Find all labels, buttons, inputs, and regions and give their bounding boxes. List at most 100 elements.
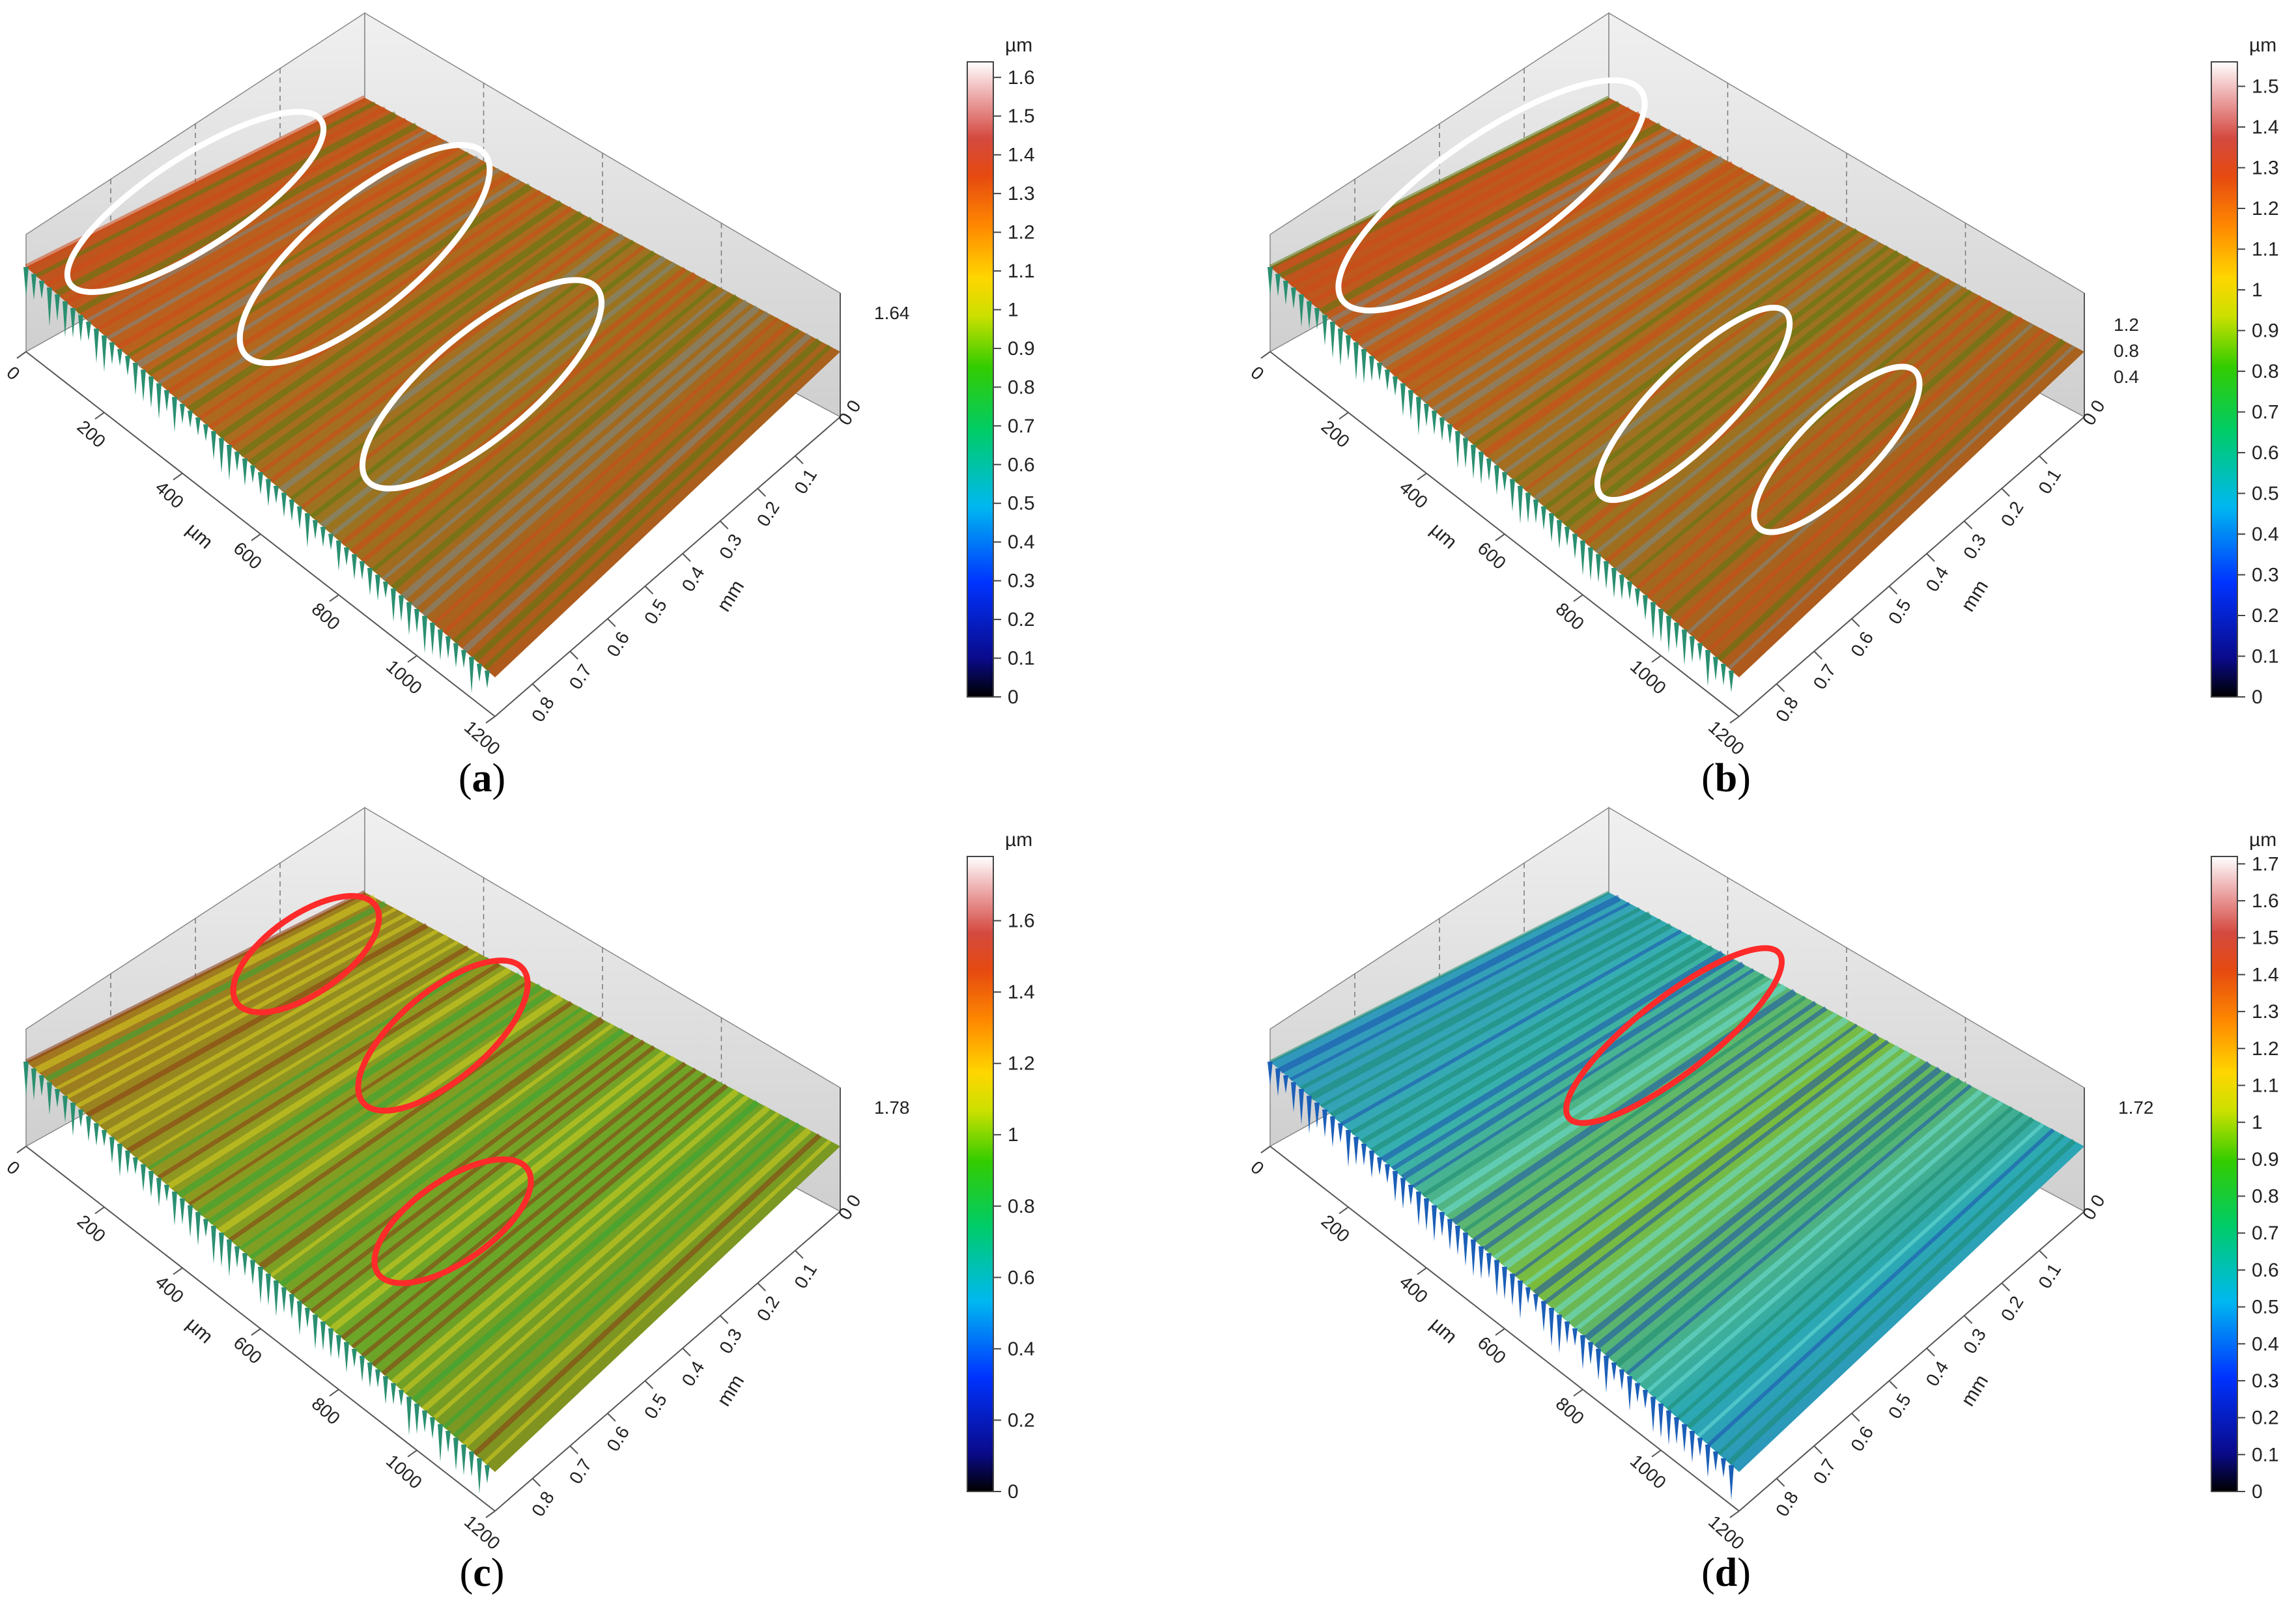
panels-root: 020040060080010001200µm0.80.70.60.50.40.…	[3, 12, 2279, 1595]
surface-front-skirt	[23, 267, 490, 694]
colorbar-tick-label: 1.3	[1008, 183, 1035, 205]
skirt-spike	[258, 472, 263, 495]
ridge-streak	[229, 206, 573, 447]
panel-caption: (a)	[459, 756, 505, 800]
x-tick-label: 600	[230, 1333, 266, 1368]
colorbar-tick-label: 0.4	[2252, 1333, 2279, 1355]
skirt-spike	[391, 588, 396, 622]
x-tick-label: 1000	[1626, 656, 1670, 698]
y-tick	[1888, 586, 1898, 595]
skirt-spike	[156, 1178, 162, 1207]
ridge-streak	[1503, 223, 1848, 474]
y-tick-label: 0.1	[790, 465, 821, 497]
skirt-spike	[1666, 615, 1671, 653]
skirt-spike	[320, 1322, 326, 1351]
ridge-streak	[361, 1073, 707, 1358]
skirt-spike	[1697, 643, 1703, 662]
x-tick-label: 400	[152, 1271, 188, 1307]
skirt-spike	[102, 335, 107, 373]
ridge-streak	[1350, 934, 1693, 1135]
ridge-streak	[1676, 317, 2024, 626]
ridge-streak	[177, 972, 522, 1198]
skirt-spike	[1541, 1301, 1546, 1332]
skirt-spike	[406, 602, 412, 636]
annotation-ellipse	[1335, 77, 1648, 314]
ridge-streak	[1299, 111, 1642, 297]
ridge-streak	[137, 952, 479, 1161]
skirt-spike	[1549, 513, 1554, 543]
skirt-spike	[383, 1376, 388, 1405]
ridge-streak	[300, 245, 645, 509]
y-tick	[1963, 520, 1973, 530]
ridge-streak	[290, 239, 635, 501]
z-tick-label: 1.2	[2114, 315, 2139, 335]
skirt-spike	[1525, 1287, 1531, 1304]
ridge-streak	[381, 1083, 728, 1376]
colorbar-tick-label: 1.2	[1008, 1053, 1035, 1075]
y-tick	[1851, 618, 1860, 627]
skirt-spike	[1658, 609, 1664, 643]
skirt-spike	[203, 1219, 208, 1237]
ridge-streak	[1390, 161, 1735, 378]
skirt-spike	[242, 1253, 248, 1277]
skirt-spike	[195, 417, 201, 436]
y-tick-label: 0.2	[1997, 498, 2028, 530]
ridge-streak	[452, 1122, 801, 1439]
skirt-spike	[352, 1349, 357, 1368]
ridge-streak	[55, 907, 397, 1090]
skirt-spike	[375, 574, 380, 601]
skirt-spike	[234, 451, 240, 472]
colorbar-tick-label: 0.6	[2252, 1260, 2279, 1281]
skirt-spike	[47, 1082, 52, 1115]
ridge-streak	[1677, 1111, 2024, 1421]
ridge-streak	[472, 338, 822, 662]
skirt-spike	[1338, 1123, 1343, 1143]
skirt-spike	[78, 1109, 83, 1127]
skirt-spike	[367, 568, 373, 595]
skirt-spike	[469, 657, 474, 694]
skirt-spike	[94, 328, 99, 363]
y-axis-line	[494, 416, 841, 717]
colorbar-tick-label: 0.3	[1008, 571, 1035, 592]
skirt-spike	[360, 561, 365, 580]
colorbar-tick-label: 0	[1008, 1481, 1019, 1503]
skirt-spike	[422, 615, 427, 654]
x-tick	[407, 1449, 418, 1458]
colorbar-tick-label: 1.4	[1008, 982, 1035, 1003]
caption-paren: (	[460, 1551, 474, 1595]
skirt-spike	[1721, 1458, 1726, 1478]
skirt-spike	[1268, 1062, 1273, 1086]
skirt-spike	[1455, 431, 1460, 469]
annotation-ellipse	[1751, 363, 1923, 535]
ridge-streak	[340, 1062, 687, 1340]
colorbar-tick-label: 1.6	[1008, 67, 1035, 89]
skirt-spike	[1463, 1232, 1468, 1266]
caption-paren: )	[1737, 1551, 1751, 1595]
colorbar-tick-label: 1	[2252, 1112, 2263, 1133]
caption-paren: (	[459, 756, 472, 800]
y-tick-label: 0.2	[753, 498, 784, 530]
skirt-spike	[1533, 1294, 1538, 1313]
ridge-streak	[258, 1016, 605, 1270]
ridge-streak	[1391, 956, 1735, 1171]
skirt-spike	[1400, 1178, 1406, 1209]
y-tick	[757, 1282, 766, 1292]
skirt-spike	[1361, 349, 1367, 384]
skirt-spike	[422, 1410, 427, 1433]
x-tick-label: 1200	[1705, 1512, 1748, 1554]
skirt-spike	[1565, 1322, 1570, 1344]
skirt-spike	[1682, 629, 1687, 666]
y-tick-label: 0.6	[1847, 628, 1877, 660]
ridge-streak	[55, 111, 398, 297]
skirt-spike	[1674, 1417, 1679, 1445]
y-tick	[719, 1315, 729, 1324]
skirt-spike	[430, 623, 435, 656]
skirt-spike	[1635, 1383, 1640, 1403]
y-tick-label: 0.1	[2034, 1260, 2065, 1292]
x-tick	[94, 412, 105, 420]
x-tick-label: 1200	[461, 717, 504, 759]
colorbar-tick-label: 0.8	[1008, 376, 1035, 398]
skirt-spike	[211, 1226, 216, 1264]
skirt-spike	[1393, 376, 1398, 396]
